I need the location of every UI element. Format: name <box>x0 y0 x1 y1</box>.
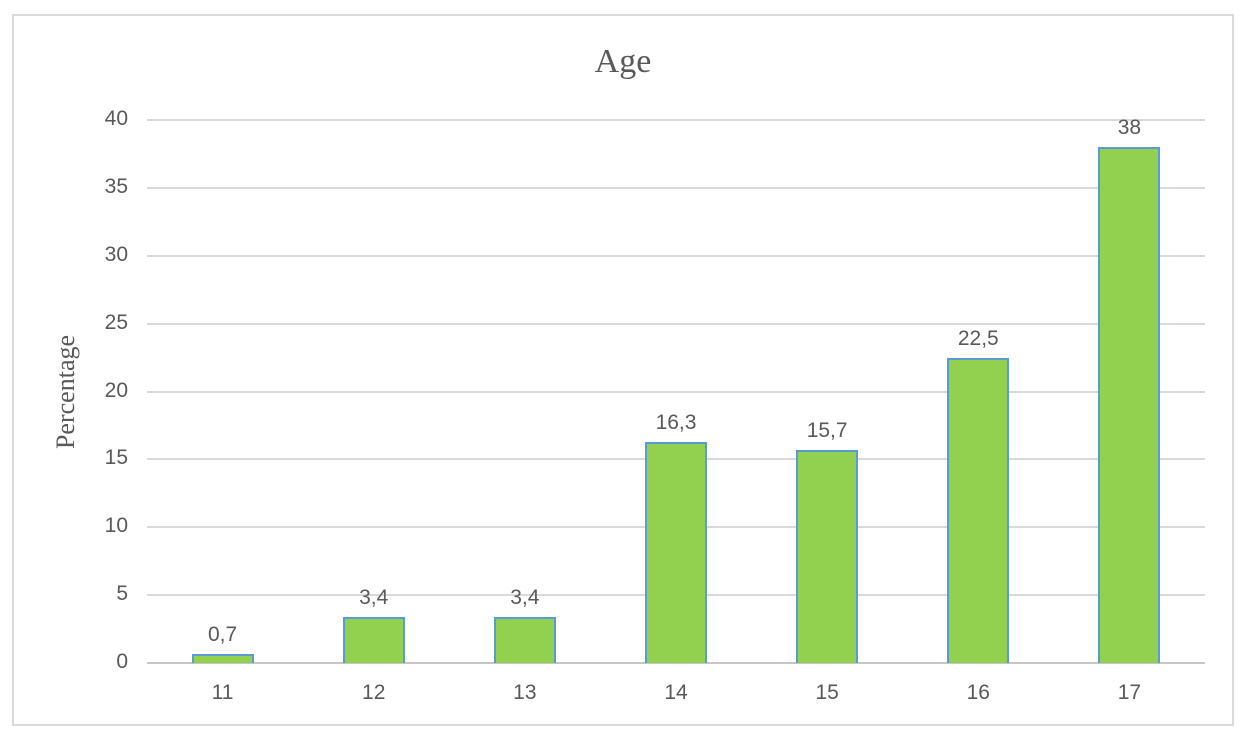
x-tick-label: 17 <box>1117 681 1142 704</box>
data-label: 16,3 <box>655 410 697 434</box>
x-tick-label: 15 <box>815 681 839 704</box>
gridline <box>147 186 1205 189</box>
bar-14 <box>645 441 707 663</box>
chart-title: Age <box>594 43 652 80</box>
data-label: 38 <box>1117 116 1142 140</box>
chart-frame <box>12 14 1234 726</box>
y-tick-label: 10 <box>104 514 128 538</box>
bar-16 <box>947 357 1010 663</box>
data-label: 15,7 <box>806 418 848 442</box>
x-tick-label: 14 <box>664 681 688 704</box>
y-tick-label: 20 <box>104 378 128 402</box>
gridline <box>147 390 1205 393</box>
bar-12 <box>342 616 405 663</box>
x-tick-label: 12 <box>362 681 386 704</box>
bar-15 <box>796 449 859 663</box>
data-label: 0,7 <box>207 622 238 646</box>
bar-17 <box>1098 147 1161 663</box>
plot-area: 0,7 3,4 3,4 16,3 15,7 22,5 38 <box>147 116 1205 664</box>
x-axis-line <box>147 662 1205 664</box>
y-tick-label: 25 <box>104 310 128 334</box>
y-tick-label: 5 <box>116 582 128 606</box>
gridline <box>147 119 1205 121</box>
x-tick-label: 16 <box>966 681 990 704</box>
x-tick-label: 11 <box>211 681 234 704</box>
bar-11 <box>191 653 254 663</box>
y-tick-label: 40 <box>104 107 128 130</box>
data-label: 22,5 <box>957 326 999 350</box>
x-tick-label: 13 <box>513 681 537 704</box>
gridline <box>147 322 1205 325</box>
y-tick-label: 0 <box>116 650 128 673</box>
data-label: 3,4 <box>510 585 540 609</box>
bar-13 <box>493 616 556 663</box>
y-tick-label: 30 <box>104 242 128 266</box>
data-label: 3,4 <box>359 585 389 609</box>
y-tick-label: 15 <box>104 446 128 470</box>
y-tick-label: 35 <box>104 174 128 198</box>
gridline <box>147 254 1205 257</box>
